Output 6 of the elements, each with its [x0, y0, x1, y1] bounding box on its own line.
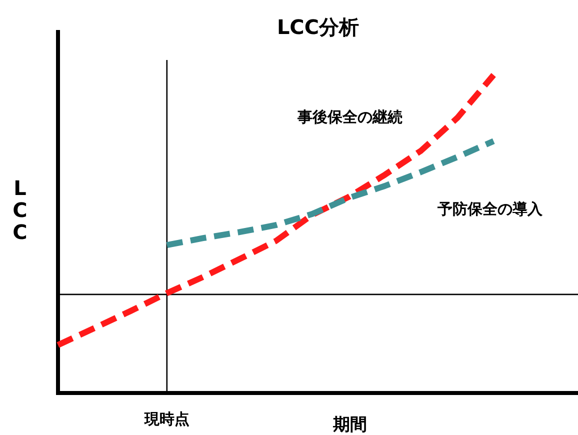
annotation: 現時点 [144, 410, 190, 428]
y-title: LCC [12, 176, 28, 244]
x-title: 期間 [333, 415, 367, 435]
title: LCC分析 [276, 15, 360, 39]
series-label: 事後保全の継続 [298, 108, 402, 126]
series-label: 予防保全の導入 [438, 200, 542, 218]
